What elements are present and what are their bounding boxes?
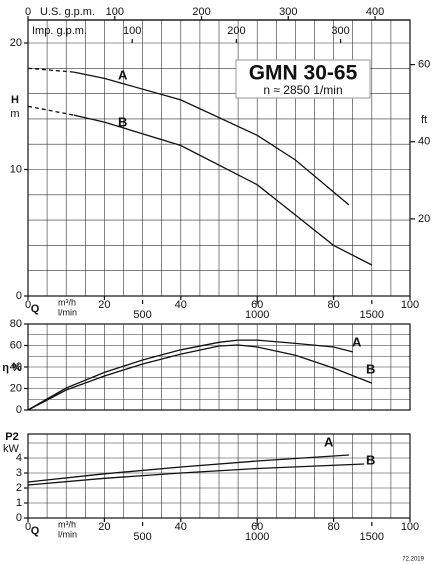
secondary-tick-label: 200: [192, 6, 210, 18]
x-axis-label: Q: [31, 303, 40, 315]
y-tick-label: 4: [16, 452, 22, 464]
y2-tick-label: 20: [418, 213, 430, 225]
secondary-tick-label: 1500: [360, 531, 384, 543]
y-tick-label: 20: [10, 382, 22, 394]
secondary-axis-label: l/min: [58, 307, 77, 317]
title-box: [235, 59, 371, 99]
secondary-tick-label: 200: [227, 25, 245, 37]
y-tick-label: 10: [10, 163, 22, 175]
curve-label: A: [118, 67, 128, 82]
secondary-tick-label: 400: [366, 6, 384, 18]
x-tick-label: 0: [25, 299, 31, 311]
x-tick-label: 100: [401, 299, 419, 311]
y-tick-label: 60: [10, 339, 22, 351]
x-tick-label: 20: [98, 299, 110, 311]
secondary-tick-label: 1500: [360, 309, 384, 321]
curve-label: A: [324, 434, 334, 449]
secondary-tick-label: 500: [133, 309, 151, 321]
secondary-tick-label: 300: [279, 6, 297, 18]
secondary-axis-label: Imp. g.p.m.: [32, 25, 87, 37]
x-tick-label: 0: [25, 521, 31, 533]
x-tick-label: 40: [175, 521, 187, 533]
y2-tick-label: 40: [418, 136, 430, 148]
y-tick-label: 0: [16, 512, 22, 524]
curve-extrapolated: [27, 67, 74, 73]
chart-title: GMN 30-65: [249, 62, 358, 85]
y-axis-label: P2: [5, 431, 18, 443]
secondary-tick-label: 1000: [245, 309, 269, 321]
curve: [73, 114, 373, 266]
curve: [27, 339, 353, 411]
chart-subtitle: n ≈ 2850 1/min: [263, 83, 342, 97]
y2-axis-label: ft: [421, 114, 427, 126]
footer-code: 72.2019: [402, 557, 424, 563]
y-tick-label: 20: [10, 37, 22, 49]
y-tick-label: 1: [16, 497, 22, 509]
x-axis-unit: m³/h: [58, 297, 76, 307]
y-tick-label: 40: [10, 361, 22, 373]
y-axis-label: H: [11, 94, 19, 106]
secondary-tick-label: 300: [331, 25, 349, 37]
secondary-tick-label: 100: [106, 6, 124, 18]
x-tick-label: 60: [251, 299, 263, 311]
curve-label: A: [352, 334, 362, 349]
x-tick-label: 60: [251, 521, 263, 533]
secondary-axis-label: U.S. g.p.m.: [40, 6, 95, 18]
secondary-axis-label: l/min: [58, 529, 77, 539]
secondary-tick-label: 0: [25, 6, 31, 18]
curve: [27, 454, 349, 483]
secondary-tick-label: 1000: [245, 531, 269, 543]
y2-tick-label: 60: [418, 59, 430, 71]
curve: [27, 463, 365, 486]
y-tick-label: 3: [16, 467, 22, 479]
secondary-tick-label: 500: [133, 531, 151, 543]
x-tick-label: 20: [98, 521, 110, 533]
plot-frame: [27, 433, 411, 519]
x-tick-label: 100: [401, 521, 419, 533]
curve-label: B: [118, 114, 127, 129]
x-axis-label: Q: [31, 525, 40, 537]
x-tick-label: 80: [327, 521, 339, 533]
y-axis-unit: m: [10, 108, 19, 120]
x-tick-label: 80: [327, 299, 339, 311]
curve: [27, 344, 373, 411]
y-tick-label: 2: [16, 482, 22, 494]
x-tick-label: 40: [175, 299, 187, 311]
y-tick-label: 0: [16, 290, 22, 302]
secondary-tick-label: 100: [123, 25, 141, 37]
x-axis-unit: m³/h: [58, 519, 76, 529]
y-tick-label: 80: [10, 318, 22, 330]
curve-label: B: [366, 361, 375, 376]
curve-label: B: [366, 452, 375, 467]
curve: [73, 71, 350, 206]
y-axis-unit: kW: [3, 443, 20, 455]
y-axis-label: η %: [2, 362, 22, 374]
curve-extrapolated: [27, 105, 74, 116]
y-tick-label: 0: [16, 404, 22, 416]
